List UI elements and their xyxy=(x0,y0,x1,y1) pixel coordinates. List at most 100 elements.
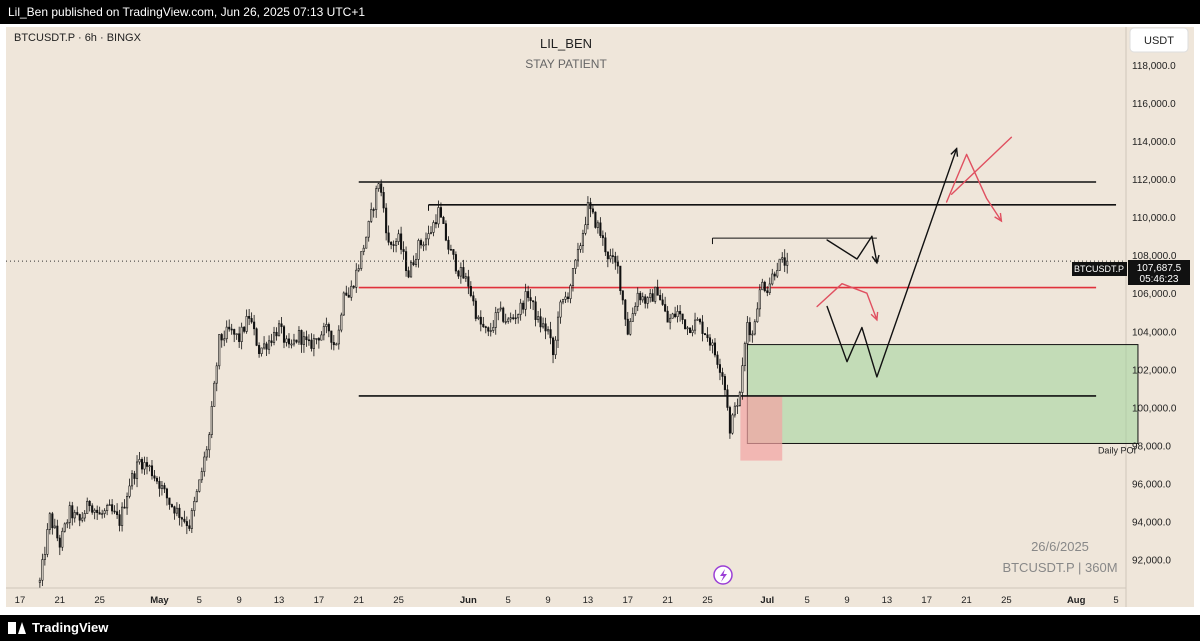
currency-button[interactable] xyxy=(1129,27,1189,53)
candle-body xyxy=(571,268,575,286)
x-tick-label: 25 xyxy=(393,595,404,606)
candle-body xyxy=(58,537,61,548)
candle-body xyxy=(419,240,423,246)
candle-body xyxy=(629,321,632,335)
candle-body xyxy=(168,497,171,505)
candle-body xyxy=(708,337,712,346)
candle-body xyxy=(614,256,617,263)
candle-body xyxy=(270,340,273,343)
candle-body xyxy=(215,365,218,384)
candle-body xyxy=(175,507,178,514)
candle-body xyxy=(352,285,355,288)
candle-body xyxy=(210,406,213,435)
candle-body xyxy=(651,293,654,302)
candle-body xyxy=(385,207,388,234)
candle-body xyxy=(83,513,86,519)
retest-arc-projection[interactable] xyxy=(816,283,878,321)
candle-body xyxy=(606,251,609,260)
candle-body xyxy=(290,343,293,346)
candle-body xyxy=(594,211,597,228)
candle-body xyxy=(579,245,582,250)
liquidity-sweep-zone[interactable] xyxy=(740,395,783,461)
candle-body xyxy=(746,322,749,344)
candle-body xyxy=(173,506,176,514)
main-path-projection[interactable] xyxy=(826,147,958,378)
y-tick-label: 118,000.0 xyxy=(1132,61,1176,72)
candle-body xyxy=(357,268,360,271)
x-tick-label: 17 xyxy=(622,595,633,606)
candle-body xyxy=(305,336,308,341)
candle-body xyxy=(472,295,475,302)
candle-body xyxy=(676,311,679,318)
candle-body xyxy=(462,267,465,279)
candle-body xyxy=(601,235,604,239)
candle-body xyxy=(684,319,687,330)
candle-body xyxy=(434,222,438,225)
candle-body xyxy=(178,507,181,518)
candle-body xyxy=(170,504,173,508)
candle-body xyxy=(502,307,505,322)
chart-svg[interactable]: BTCUSDT.P · 6h · BINGX LIL_BEN STAY PATI… xyxy=(0,24,1200,615)
candle-body xyxy=(402,249,405,252)
x-tick-label: Aug xyxy=(1067,595,1086,606)
candle-body xyxy=(340,314,343,331)
candle-body xyxy=(581,233,584,247)
candle-body xyxy=(457,270,460,277)
x-tick-label: 13 xyxy=(274,595,285,606)
invalidated-pump-arrowhead xyxy=(994,212,1003,223)
candle-body xyxy=(738,392,741,406)
candle-body xyxy=(696,319,699,321)
candle-body xyxy=(400,233,403,250)
x-tick-label: 5 xyxy=(197,595,202,606)
candle-body xyxy=(300,330,303,345)
daily-poi-zone[interactable] xyxy=(746,344,1139,444)
candle-body xyxy=(330,330,333,343)
candle-body xyxy=(370,209,373,222)
candle-body xyxy=(108,504,111,506)
candle-body xyxy=(621,290,624,301)
candle-body xyxy=(439,207,442,218)
candle-body xyxy=(718,364,721,373)
y-tick-label: 108,000.0 xyxy=(1132,251,1177,262)
candle-body xyxy=(116,511,119,515)
candle-body xyxy=(41,559,44,581)
candle-body xyxy=(317,338,320,341)
candle-body xyxy=(504,321,507,323)
candle-body xyxy=(158,480,161,489)
invalidated-pump-projection[interactable] xyxy=(945,153,1003,222)
candle-body xyxy=(584,224,587,234)
candle-body xyxy=(596,222,599,228)
invalidated-stroke-projection[interactable] xyxy=(950,136,1013,196)
candle-body xyxy=(569,285,572,300)
publish-text: Lil_Ben published on TradingView.com, Ju… xyxy=(8,5,366,19)
candle-body xyxy=(225,326,228,340)
candle-body xyxy=(524,291,527,310)
tradingview-logo[interactable]: TradingView xyxy=(8,620,108,635)
lightning-icon[interactable] xyxy=(713,565,733,585)
publish-bar: Lil_Ben published on TradingView.com, Ju… xyxy=(0,0,1200,24)
candle-body xyxy=(646,297,649,304)
candle-body xyxy=(332,342,335,346)
y-tick-label: 116,000.0 xyxy=(1132,99,1176,110)
candle-body xyxy=(484,326,487,328)
last-price-value: 107,687.5 xyxy=(1137,263,1182,274)
candle-body xyxy=(507,318,510,322)
candle-body xyxy=(76,512,79,515)
symbol-tag xyxy=(1072,262,1127,276)
candle-body xyxy=(48,513,51,530)
x-tick-label: 21 xyxy=(961,595,972,606)
candle-body xyxy=(377,183,380,189)
candle-body xyxy=(721,372,724,377)
candle-body xyxy=(248,316,251,319)
candle-body xyxy=(551,337,555,356)
main-path-arrowhead xyxy=(950,147,959,157)
candle-body xyxy=(554,339,557,356)
candle-body xyxy=(537,316,540,320)
candle-body xyxy=(148,465,151,468)
candle-body xyxy=(447,239,450,250)
rejection-scribble-projection[interactable] xyxy=(826,235,878,264)
candle-body xyxy=(347,294,350,298)
candle-body xyxy=(302,336,305,345)
candle-body xyxy=(345,292,348,296)
candle-body xyxy=(287,338,291,345)
